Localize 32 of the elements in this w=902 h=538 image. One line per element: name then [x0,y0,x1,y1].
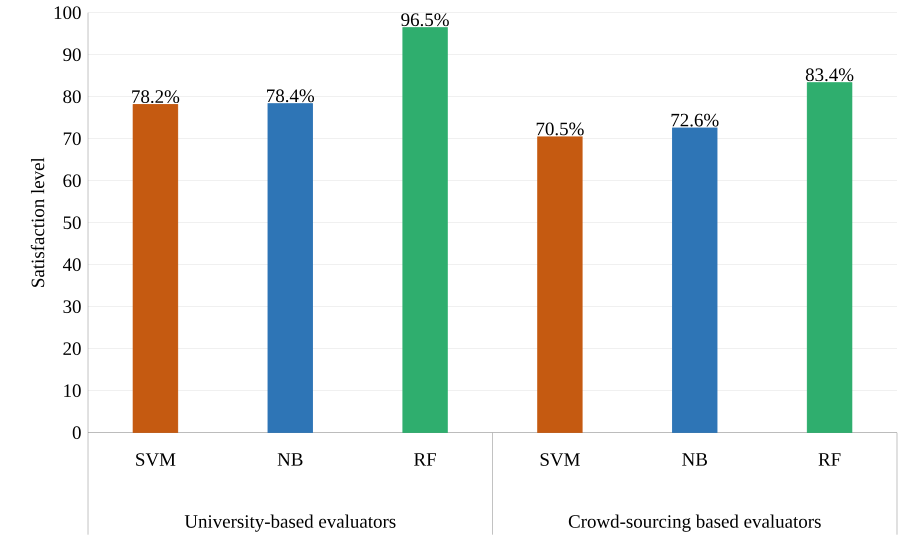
bar [268,103,313,433]
y-tick-label: 80 [63,90,81,104]
y-tick-label: 0 [72,426,81,440]
bar [672,128,718,433]
bar [402,27,448,433]
x-tick-label: SVM [136,453,176,466]
data-label: 96.5% [401,13,449,26]
x-tick-label: NB [682,453,707,466]
y-tick-label: 20 [63,342,81,356]
x-tick-label: NB [278,453,302,466]
y-tick-label: 30 [63,300,81,314]
y-axis-title: Satisfaction level [30,158,44,287]
data-label: 78.2% [132,90,180,104]
data-label: 83.4% [806,68,854,82]
y-tick-label: 90 [63,48,81,62]
x-tick-label: RF [414,453,436,466]
x-tick-label: SVM [540,453,580,466]
y-tick-label: 60 [63,174,81,188]
x-tick-label: RF [818,453,840,466]
y-tick-label: 70 [64,132,81,146]
data-label: 70.5% [536,122,584,136]
data-label: 72.6% [672,114,719,127]
data-label: 78.4% [267,89,314,102]
y-tick-label: 40 [62,258,81,272]
y-tick-label: 50 [64,216,81,230]
y-tick-label: 10 [64,384,81,398]
y-tick-label: 100 [54,6,81,20]
text: Crowd-sourcing based evaluators [568,514,821,532]
bar [806,82,852,433]
text: University-based evaluators [184,514,396,532]
bar [537,136,583,433]
bar [132,104,178,433]
